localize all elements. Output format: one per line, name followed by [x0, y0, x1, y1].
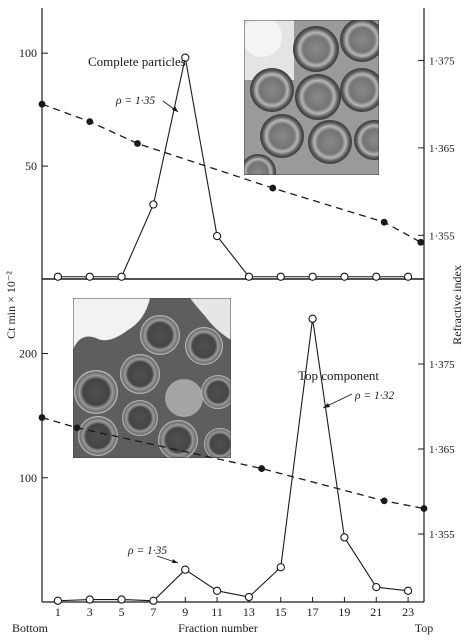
- x-tick-label: 23: [402, 605, 414, 619]
- counts-line: [57, 318, 409, 602]
- refractive-index-line: [41, 416, 425, 510]
- counts-point: [85, 272, 94, 281]
- refractive-index-point: [269, 184, 277, 192]
- x-tick-label: 9: [182, 605, 188, 619]
- counts-point: [181, 53, 190, 62]
- x-axis-end-top: Top: [415, 621, 434, 635]
- refractive-index-point: [380, 497, 388, 505]
- x-tick-label: 13: [243, 605, 255, 619]
- counts-point: [372, 582, 381, 592]
- x-tick-label: 5: [119, 605, 125, 619]
- x-tick-label: 17: [307, 605, 319, 619]
- right-tick-label: 1·365: [429, 444, 455, 456]
- counts-point: [276, 563, 285, 572]
- counts-point: [53, 272, 63, 281]
- refractive-index-point: [420, 505, 428, 512]
- counts-point: [117, 595, 126, 604]
- counts-point: [244, 592, 254, 602]
- refractive-index-point: [38, 100, 46, 108]
- counts-point: [340, 272, 349, 281]
- left-tick-label: 50: [25, 159, 37, 173]
- counts-point: [403, 586, 413, 595]
- x-tick-label: 19: [338, 605, 350, 619]
- refractive-index-line: [41, 103, 422, 243]
- counts-point: [85, 595, 94, 604]
- counts-point: [340, 533, 349, 542]
- virus-particles-complete: [244, 20, 379, 175]
- x-axis-end-bottom: Bottom: [12, 621, 49, 635]
- refractive-index-point: [86, 118, 94, 126]
- x-tick-label: 21: [370, 605, 382, 619]
- left-tick-label: 100: [19, 471, 37, 485]
- x-axis-label: Fraction number: [178, 621, 258, 635]
- counts-point: [308, 314, 317, 323]
- counts-line: [57, 57, 409, 278]
- refractive-index-point: [417, 238, 425, 246]
- x-tick-label: 3: [87, 605, 93, 619]
- counts-point: [212, 586, 222, 595]
- counts-point: [244, 272, 254, 281]
- micrograph-top: [244, 20, 379, 175]
- left-tick-label: 200: [19, 347, 37, 361]
- counts-point: [53, 596, 63, 605]
- right-tick-label: 1·375: [429, 55, 455, 67]
- counts-point: [212, 231, 222, 241]
- right-tick-label: 1·355: [429, 529, 455, 541]
- x-tick-label: 1: [55, 605, 61, 619]
- counts-point: [276, 272, 285, 281]
- rho-label-top: ρ = 1·35: [115, 95, 179, 113]
- left-tick-label: 100: [19, 46, 37, 60]
- x-tick-label: 11: [211, 605, 223, 619]
- counts-point: [117, 272, 126, 281]
- rho-label-peak-top: ρ = 1·32: [354, 390, 394, 402]
- rho-labels-bottom: ρ = 1·32 ρ = 1·35: [127, 390, 394, 564]
- counts-point: [308, 272, 317, 281]
- virus-particles-top-component: [74, 315, 231, 458]
- counts-point: [372, 272, 381, 281]
- x-tick-label: 15: [275, 605, 287, 619]
- refractive-index-point: [258, 465, 266, 472]
- refractive-index-point: [380, 218, 388, 226]
- x-tick-label: 7: [150, 605, 156, 619]
- refractive-index-point: [73, 424, 81, 432]
- refractive-index-point: [38, 414, 46, 421]
- counts-point: [149, 200, 158, 209]
- y-axis-label-right: Refractive index: [450, 265, 464, 345]
- refractive-index-point: [134, 140, 141, 147]
- right-tick-label: 1·355: [429, 230, 455, 242]
- annotation-top-component: Top component: [298, 368, 379, 383]
- counts-point: [149, 596, 158, 605]
- micrograph-bottom: [73, 298, 231, 458]
- right-tick-label: 1·365: [429, 143, 455, 155]
- counts-point: [181, 565, 190, 574]
- right-tick-label: 1·375: [429, 359, 455, 371]
- rho-label-minor: ρ = 1·35: [127, 545, 167, 557]
- annotation-complete-particles: Complete particles: [88, 54, 186, 69]
- counts-point: [403, 272, 413, 281]
- y-axis-label-left: Ct min × 10⁻²: [4, 271, 18, 339]
- rho-label-peak-complete: ρ = 1·35: [115, 95, 155, 107]
